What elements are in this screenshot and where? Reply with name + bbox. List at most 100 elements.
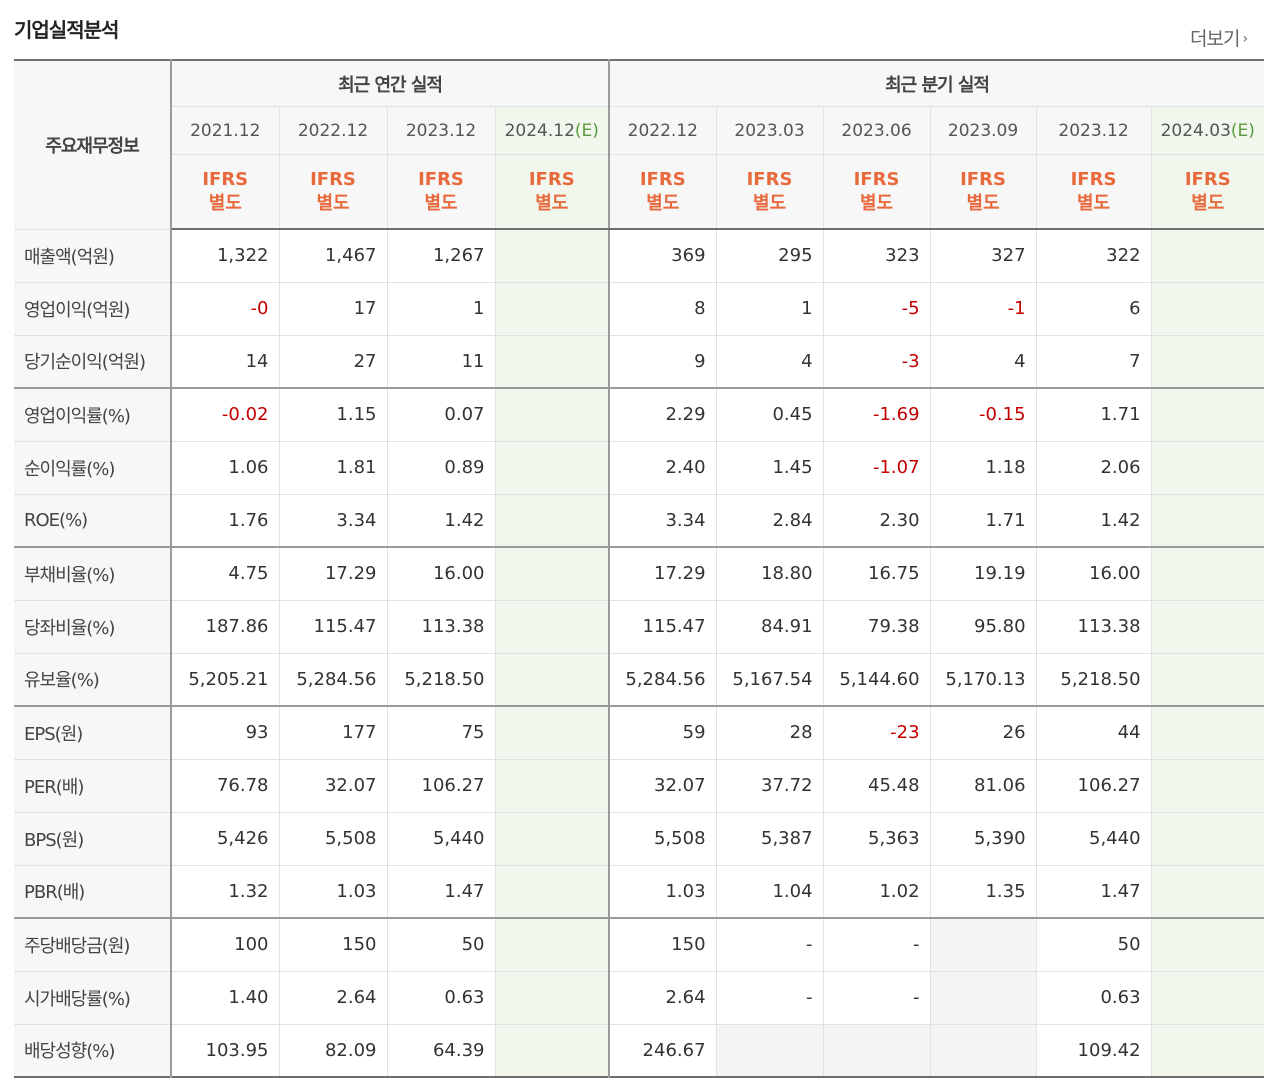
row-label: 배당성향(%) xyxy=(14,1023,172,1078)
row-label: 당좌비율(%) xyxy=(14,599,172,654)
table-cell: 0.63 xyxy=(1035,970,1152,1025)
table-cell: 9 xyxy=(608,334,717,389)
period-date: 2024.03 xyxy=(1160,120,1231,141)
period-header: 2023.09 xyxy=(929,106,1037,155)
ifrs-label: IFRS xyxy=(1070,168,1117,190)
period-date: 2023.12 xyxy=(1058,120,1129,141)
accounting-basis-link[interactable]: IFRS 별도 xyxy=(171,154,280,230)
accounting-basis-link[interactable]: IFRS 별도 xyxy=(1150,154,1265,230)
period-header: 2022.12 xyxy=(278,106,388,155)
table-row: 매출액(억원) 1,322 1,467 1,267 369 295 323 327 322 xyxy=(14,228,1265,283)
table-cell: 50 xyxy=(1035,917,1152,972)
ifrs-label: IFRS xyxy=(202,168,249,190)
table-cell xyxy=(929,1023,1037,1078)
period-header: 2022.12 xyxy=(608,106,717,155)
more-label: 더보기 xyxy=(1190,28,1240,50)
table-cell: 1.45 xyxy=(715,440,824,495)
table-cell: 16.75 xyxy=(822,546,931,601)
table-cell: 1.18 xyxy=(929,440,1037,495)
annual-header: 최근 연간 실적 xyxy=(170,59,610,107)
basis-label: 별도 xyxy=(316,192,350,214)
table-cell xyxy=(494,917,610,972)
table-cell: 14 xyxy=(170,334,280,389)
row-label: BPS(원) xyxy=(14,811,172,866)
table-cell xyxy=(1150,228,1265,283)
accounting-basis-link[interactable]: IFRS 별도 xyxy=(1035,154,1152,230)
table-cell: 5,167.54 xyxy=(715,652,824,707)
basis-label: 별도 xyxy=(646,192,680,214)
table-cell: 5,363 xyxy=(822,811,931,866)
period-header: 2024.12(E) xyxy=(494,106,610,155)
table-cell xyxy=(1150,599,1265,654)
table-cell: 1 xyxy=(386,281,496,336)
table-cell xyxy=(494,387,610,442)
table-body: 매출액(억원) 1,322 1,467 1,267 369 295 323 327 322 영업이… xyxy=(14,228,1265,1078)
table-cell: 5,426 xyxy=(170,811,280,866)
table-cell: 0.63 xyxy=(386,970,496,1025)
accounting-basis-link[interactable]: IFRS 별도 xyxy=(608,154,717,230)
accounting-basis-link[interactable]: IFRS 별도 xyxy=(494,154,610,230)
table-cell: 5,440 xyxy=(1035,811,1152,866)
table-cell xyxy=(494,811,610,866)
ifrs-label: IFRS xyxy=(1184,168,1231,190)
table-cell xyxy=(1150,758,1265,813)
table-cell: 5,284.56 xyxy=(608,652,717,707)
ifrs-label: IFRS xyxy=(310,168,356,190)
table-cell: 32.07 xyxy=(608,758,717,813)
accounting-basis-link[interactable]: IFRS 별도 xyxy=(715,154,824,230)
table-row: 시가배당률(%) 1.40 2.64 0.63 2.64- -0.63 xyxy=(14,970,1265,1025)
table-cell: 2.64 xyxy=(608,970,717,1025)
table-cell: 103.95 xyxy=(170,1023,280,1078)
period-date: 2023.06 xyxy=(841,120,912,141)
table-cell: 150 xyxy=(608,917,717,972)
table-row: 유보율(%) 5,205.21 5,284.56 5,218.50 5,284.56 5,… xyxy=(14,652,1265,707)
table-cell: 187.86 xyxy=(170,599,280,654)
table-cell: 82.09 xyxy=(278,1023,388,1078)
table-cell: -1.07 xyxy=(822,440,931,495)
basis-label: 별도 xyxy=(208,192,242,214)
period-date: 2024.12 xyxy=(504,120,575,141)
table-cell xyxy=(494,546,610,601)
table-cell: 1.02 xyxy=(822,864,931,919)
accounting-basis-link[interactable]: IFRS 별도 xyxy=(278,154,388,230)
table-cell: 1.47 xyxy=(1035,864,1152,919)
ifrs-label: IFRS xyxy=(639,168,686,190)
basis-label: 별도 xyxy=(535,192,569,214)
table-cell: 369 xyxy=(608,228,717,283)
table-cell xyxy=(494,493,610,548)
table-cell: 100 xyxy=(170,917,280,972)
financial-summary-table: 주요재무정보 최근 연간 실적 최근 분기 실적 2021.12 2022.12 2… xyxy=(14,59,1265,1078)
table-cell: 0.07 xyxy=(386,387,496,442)
table-cell xyxy=(1150,334,1265,389)
table-cell: 6 xyxy=(1035,281,1152,336)
table-cell xyxy=(1150,917,1265,972)
more-link[interactable]: 더보기 › xyxy=(1190,24,1248,51)
table-cell: 75 xyxy=(386,705,496,760)
table-cell: 1.47 xyxy=(386,864,496,919)
table-cell: 295 xyxy=(715,228,824,283)
table-cell: 5,218.50 xyxy=(386,652,496,707)
accounting-basis-link[interactable]: IFRS 별도 xyxy=(822,154,931,230)
table-cell: 106.27 xyxy=(386,758,496,813)
period-header: 2023.12 xyxy=(1035,106,1152,155)
accounting-basis-link[interactable]: IFRS 별도 xyxy=(386,154,496,230)
chevron-right-icon: › xyxy=(1242,31,1248,47)
table-cell: -1.69 xyxy=(822,387,931,442)
table-cell: 28 xyxy=(715,705,824,760)
table-cell: 3.34 xyxy=(278,493,388,548)
accounting-basis-link[interactable]: IFRS 별도 xyxy=(929,154,1037,230)
table-cell: 1.06 xyxy=(170,440,280,495)
row-label: PER(배) xyxy=(14,758,172,813)
estimate-marker: (E) xyxy=(574,120,599,141)
table-cell: 327 xyxy=(929,228,1037,283)
table-cell xyxy=(1150,440,1265,495)
table-cell xyxy=(494,281,610,336)
table-cell: 1.40 xyxy=(170,970,280,1025)
table-cell: 1.32 xyxy=(170,864,280,919)
table-cell: 27 xyxy=(278,334,388,389)
table-cell: 16.00 xyxy=(386,546,496,601)
table-cell: - xyxy=(715,917,824,972)
period-header: 2024.03(E) xyxy=(1150,106,1265,155)
table-cell: 1.04 xyxy=(715,864,824,919)
ifrs-label: IFRS xyxy=(960,168,1006,190)
